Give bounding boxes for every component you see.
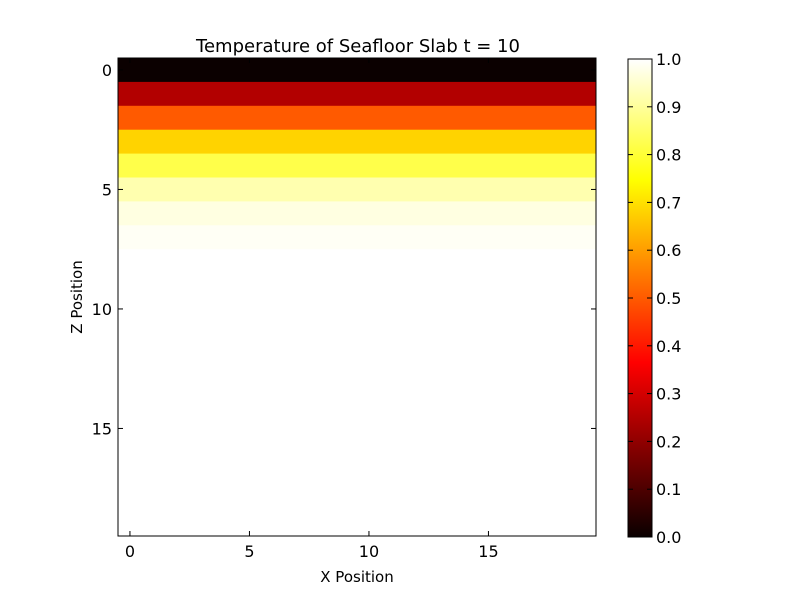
heatmap-row-4 bbox=[118, 153, 596, 178]
y-tick-label: 5 bbox=[102, 180, 112, 199]
heatmap-row-1 bbox=[118, 81, 596, 107]
heatmap-row-6 bbox=[118, 201, 596, 226]
heatmap-row-18 bbox=[118, 488, 596, 513]
heatmap-row-19 bbox=[118, 512, 596, 537]
heatmap-row-7 bbox=[118, 225, 596, 250]
heatmap-row-5 bbox=[118, 177, 596, 202]
heatmap-row-12 bbox=[118, 344, 596, 370]
heatmap-row-9 bbox=[118, 273, 596, 298]
heatmap-row-13 bbox=[118, 368, 596, 393]
heatmap-row-11 bbox=[118, 320, 596, 346]
colorbar-tick-label: 0.9 bbox=[656, 98, 681, 117]
heatmap-row-2 bbox=[118, 105, 596, 131]
colorbar-tick-label: 0.2 bbox=[656, 432, 681, 451]
heatmap-cells bbox=[118, 58, 596, 537]
colorbar-tick-label: 0.4 bbox=[656, 337, 681, 356]
heatmap-row-16 bbox=[118, 440, 596, 465]
x-axis-ticks: 0 5 10 15 bbox=[125, 58, 499, 561]
x-tick-label: 10 bbox=[359, 542, 379, 561]
colorbar-tick-label: 0.6 bbox=[656, 241, 681, 260]
heatmap-row-17 bbox=[118, 464, 596, 489]
x-axis-label: X Position bbox=[320, 568, 393, 586]
x-tick-label: 0 bbox=[125, 542, 135, 561]
x-tick-label: 5 bbox=[244, 542, 254, 561]
colorbar-tick-label: 0.1 bbox=[656, 480, 681, 499]
heatmap-row-10 bbox=[118, 297, 596, 322]
y-axis-label: Z Position bbox=[68, 260, 86, 333]
y-tick-label: 10 bbox=[92, 300, 112, 319]
colorbar-tick-label: 0.8 bbox=[656, 146, 681, 165]
heatmap-row-15 bbox=[118, 416, 596, 441]
colorbar-tick-label: 0.5 bbox=[656, 289, 681, 308]
colorbar-tick-label: 0.7 bbox=[656, 193, 681, 212]
heatmap-row-3 bbox=[118, 129, 596, 154]
colorbar-tick-label: 0.3 bbox=[656, 385, 681, 404]
colorbar-tick-label: 1.0 bbox=[656, 50, 681, 69]
plot-frame bbox=[117, 57, 597, 537]
colorbar-ticks: 0.0 0.1 0.2 0.3 0.4 0.5 0.6 0.7 0.8 0.9 1.0 bbox=[628, 50, 681, 547]
y-tick-label: 15 bbox=[92, 419, 112, 438]
chart-title: Temperature of Seafloor Slab t = 10 bbox=[195, 36, 520, 57]
x-tick-label: 15 bbox=[478, 542, 498, 561]
colorbar-tick-label: 0.0 bbox=[656, 528, 681, 547]
heatmap-row-0 bbox=[118, 58, 596, 83]
heatmap-row-14 bbox=[118, 392, 596, 417]
heatmap-row-8 bbox=[118, 249, 596, 274]
y-axis-ticks: 0 5 10 15 bbox=[92, 61, 596, 438]
y-tick-label: 0 bbox=[102, 61, 112, 80]
